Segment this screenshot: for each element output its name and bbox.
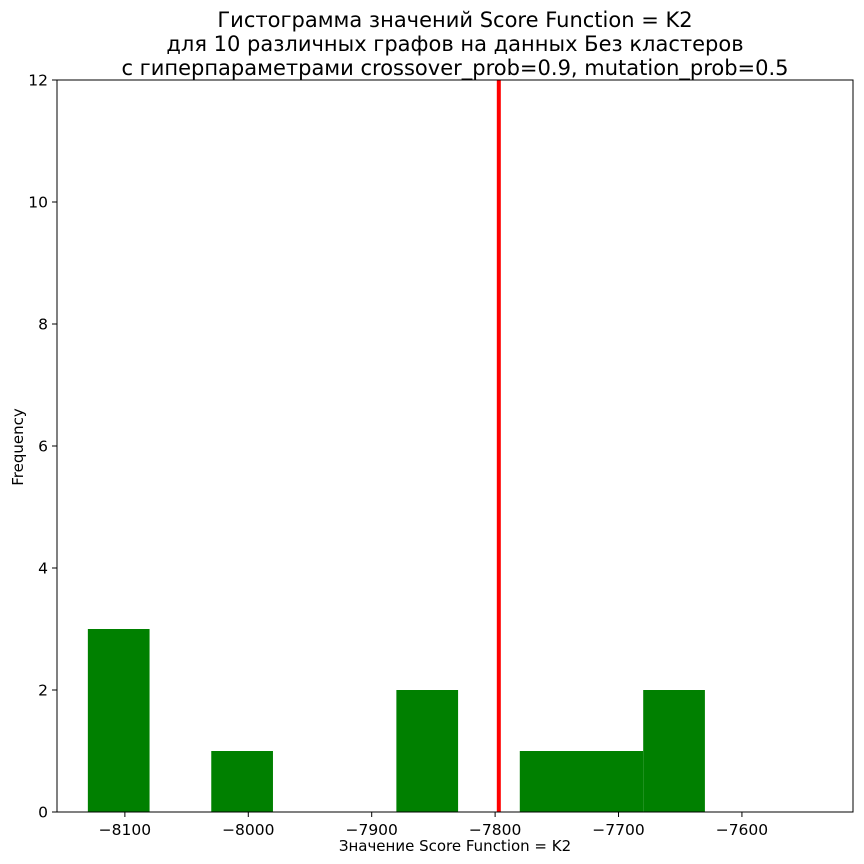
- histogram-bar-9: [643, 690, 705, 812]
- x-tick-label: −7700: [592, 821, 644, 839]
- chart-title-line-2: для 10 различных графов на данных Без кл…: [166, 32, 743, 56]
- x-tick-label: −8100: [99, 821, 151, 839]
- histogram-bar-7: [519, 751, 582, 812]
- y-axis-label: Frequency: [9, 408, 27, 486]
- x-tick-label: −7800: [469, 821, 521, 839]
- histogram-bar-2: [211, 751, 273, 812]
- x-axis-ticks: −8100 −8000 −7900 −7800 −7700 −7600: [99, 812, 768, 839]
- chart-title-line-3: с гиперпараметрами crossover_prob=0.9, m…: [121, 56, 788, 81]
- y-tick-label: 0: [38, 804, 48, 822]
- y-tick-label: 8: [38, 316, 48, 334]
- chart-title-line-1: Гистограмма значений Score Function = K2: [217, 8, 692, 32]
- y-tick-label: 12: [28, 72, 48, 90]
- histogram-bar-0: [87, 629, 150, 812]
- y-axis-ticks: 0 2 4 6 8 10 12: [28, 72, 57, 822]
- x-tick-label: −7900: [345, 821, 397, 839]
- y-tick-label: 10: [28, 194, 48, 212]
- chart-title: Гистограмма значений Score Function = K2…: [121, 8, 788, 81]
- x-tick-label: −7600: [716, 821, 768, 839]
- x-axis-label: Значение Score Function = K2: [339, 837, 571, 855]
- histogram-bar-8: [581, 751, 644, 812]
- y-tick-label: 6: [38, 438, 48, 456]
- histogram-bars: [87, 629, 705, 812]
- y-tick-label: 4: [38, 560, 48, 578]
- x-tick-label: −8000: [222, 821, 274, 839]
- histogram-bar-5: [396, 690, 459, 812]
- y-tick-label: 2: [38, 682, 48, 700]
